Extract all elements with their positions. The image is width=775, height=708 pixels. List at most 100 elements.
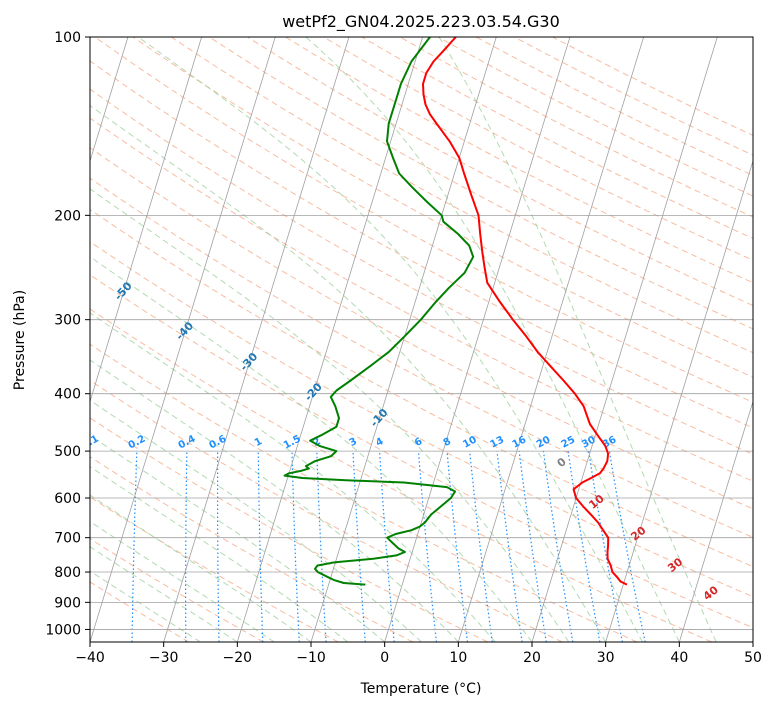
mixing-ratio-line [257, 451, 264, 642]
isotherm-line [457, 37, 645, 642]
x-axis: −40 −30 −20 −10 0 10 20 30 40 50 [75, 642, 762, 666]
moist-adiabat [90, 256, 533, 642]
plot-frame [89, 36, 754, 643]
mixing-ratio-line [217, 451, 220, 642]
moist-adiabat-label: 0 [555, 455, 569, 470]
y-axis: 100 200 300 400 500 600 700 800 900 1000 [45, 30, 90, 638]
dry-adiabat [94, 37, 753, 403]
y-tick-label: 600 [54, 491, 81, 507]
x-axis-label: Temperature (°C) [360, 681, 482, 697]
mixing-ratio-line [379, 451, 395, 642]
mixing-ratio-line [469, 451, 493, 642]
temperature-profile [422, 37, 628, 586]
profiles [283, 37, 628, 586]
x-tick-label: 10 [449, 650, 467, 666]
y-tick-label: 400 [54, 387, 81, 403]
line-labels: -100-90-80-70-60-50-40-30-20-100.10.20.4… [0, 174, 721, 603]
moist-adiabat [137, 37, 643, 642]
mixing-ratio-label: 20 [535, 434, 552, 450]
mixing-ratio-label: 1.5 [282, 434, 303, 452]
isotherm-label: -60 [53, 229, 76, 253]
moist-adiabat [90, 521, 275, 642]
y-tick-label: 300 [54, 313, 81, 329]
dry-adiabat [90, 60, 753, 429]
x-tick-label: −40 [75, 650, 105, 666]
isotherm-line [90, 37, 129, 163]
isotherm-line [163, 37, 350, 642]
dry-adiabat-label: 10 [587, 492, 607, 512]
dry-adiabat [90, 177, 753, 538]
moist-adiabat [90, 399, 422, 642]
moist-adiabat [305, 37, 680, 642]
isotherm-label: -20 [302, 380, 325, 404]
y-tick-label: 200 [54, 208, 81, 224]
y-axis-label: Pressure (hPa) [12, 290, 28, 390]
dry-adiabat [90, 117, 753, 482]
dry-adiabat [90, 308, 712, 642]
dry-adiabat [208, 37, 753, 330]
y-tick-label: 100 [54, 30, 81, 46]
y-tick-label: 700 [54, 531, 81, 547]
dry-adiabat [132, 37, 753, 378]
dry-adiabat [90, 147, 753, 510]
dry-adiabat [90, 581, 190, 642]
mixing-ratio-line [518, 451, 547, 642]
x-tick-label: 20 [523, 650, 541, 666]
dry-adiabat [90, 538, 264, 642]
dry-adiabat [398, 37, 753, 218]
dry-adiabat [90, 241, 753, 598]
isotherm-label: -70 [0, 174, 20, 198]
x-tick-label: 0 [380, 650, 389, 666]
mixing-ratio-line [446, 451, 469, 642]
x-tick-label: 30 [597, 650, 615, 666]
isotherm-line [678, 400, 753, 642]
y-tick-label: 900 [54, 595, 81, 611]
mixing-ratio-label: 25 [560, 434, 577, 450]
mixing-ratio-label: 0.6 [207, 434, 228, 452]
moist-adiabat [90, 188, 570, 642]
y-tick-label: 1000 [45, 622, 81, 638]
x-tick-label: 50 [744, 650, 762, 666]
mixing-ratio-line [131, 451, 138, 642]
dry-adiabat [284, 37, 753, 284]
dry-adiabat [90, 274, 753, 629]
isotherm-label: -50 [112, 279, 135, 303]
moist-adiabat [90, 312, 496, 642]
dry-adiabat [322, 37, 753, 261]
mixing-ratio-label: 3 [348, 436, 359, 449]
dry-adiabat-label: 40 [701, 583, 721, 603]
dry-adiabat [360, 37, 753, 240]
y-tick-label: 800 [54, 565, 81, 581]
dry-adiabat [90, 456, 414, 642]
isotherm-line [236, 37, 424, 642]
moist-adiabat [90, 494, 312, 642]
mixing-ratio-label: 4 [374, 436, 385, 449]
mixing-ratio-line [417, 451, 437, 642]
moist-adiabat [90, 546, 238, 642]
isotherm-label: -40 [173, 319, 196, 343]
isotherm-line [605, 159, 753, 642]
mixing-ratio-line [496, 451, 523, 642]
x-tick-label: 40 [670, 650, 688, 666]
mixing-ratio-label: 13 [489, 434, 506, 450]
isotherm-line [90, 37, 203, 403]
mixing-ratio-line [90, 451, 91, 463]
moist-adiabat [90, 434, 386, 642]
x-tick-label: −20 [223, 650, 253, 666]
y-tick-label: 500 [54, 444, 81, 460]
dry-adiabat [90, 343, 638, 642]
mixing-ratio-label: 6 [413, 436, 424, 449]
dry-adiabat [475, 37, 753, 176]
x-tick-label: −30 [149, 650, 179, 666]
mixing-ratio-label: 0.4 [177, 433, 198, 451]
isotherm-line [752, 640, 753, 642]
mixing-ratio-line [608, 451, 646, 642]
x-tick-label: −10 [296, 650, 326, 666]
mixing-ratio-label: 1 [253, 436, 264, 449]
mixing-ratio-line [542, 451, 574, 642]
isotherm-line [310, 37, 497, 642]
isotherm-label: -10 [368, 406, 391, 430]
mixing-ratio-label: 2 [311, 436, 322, 449]
mixing-ratio-line [185, 451, 188, 642]
